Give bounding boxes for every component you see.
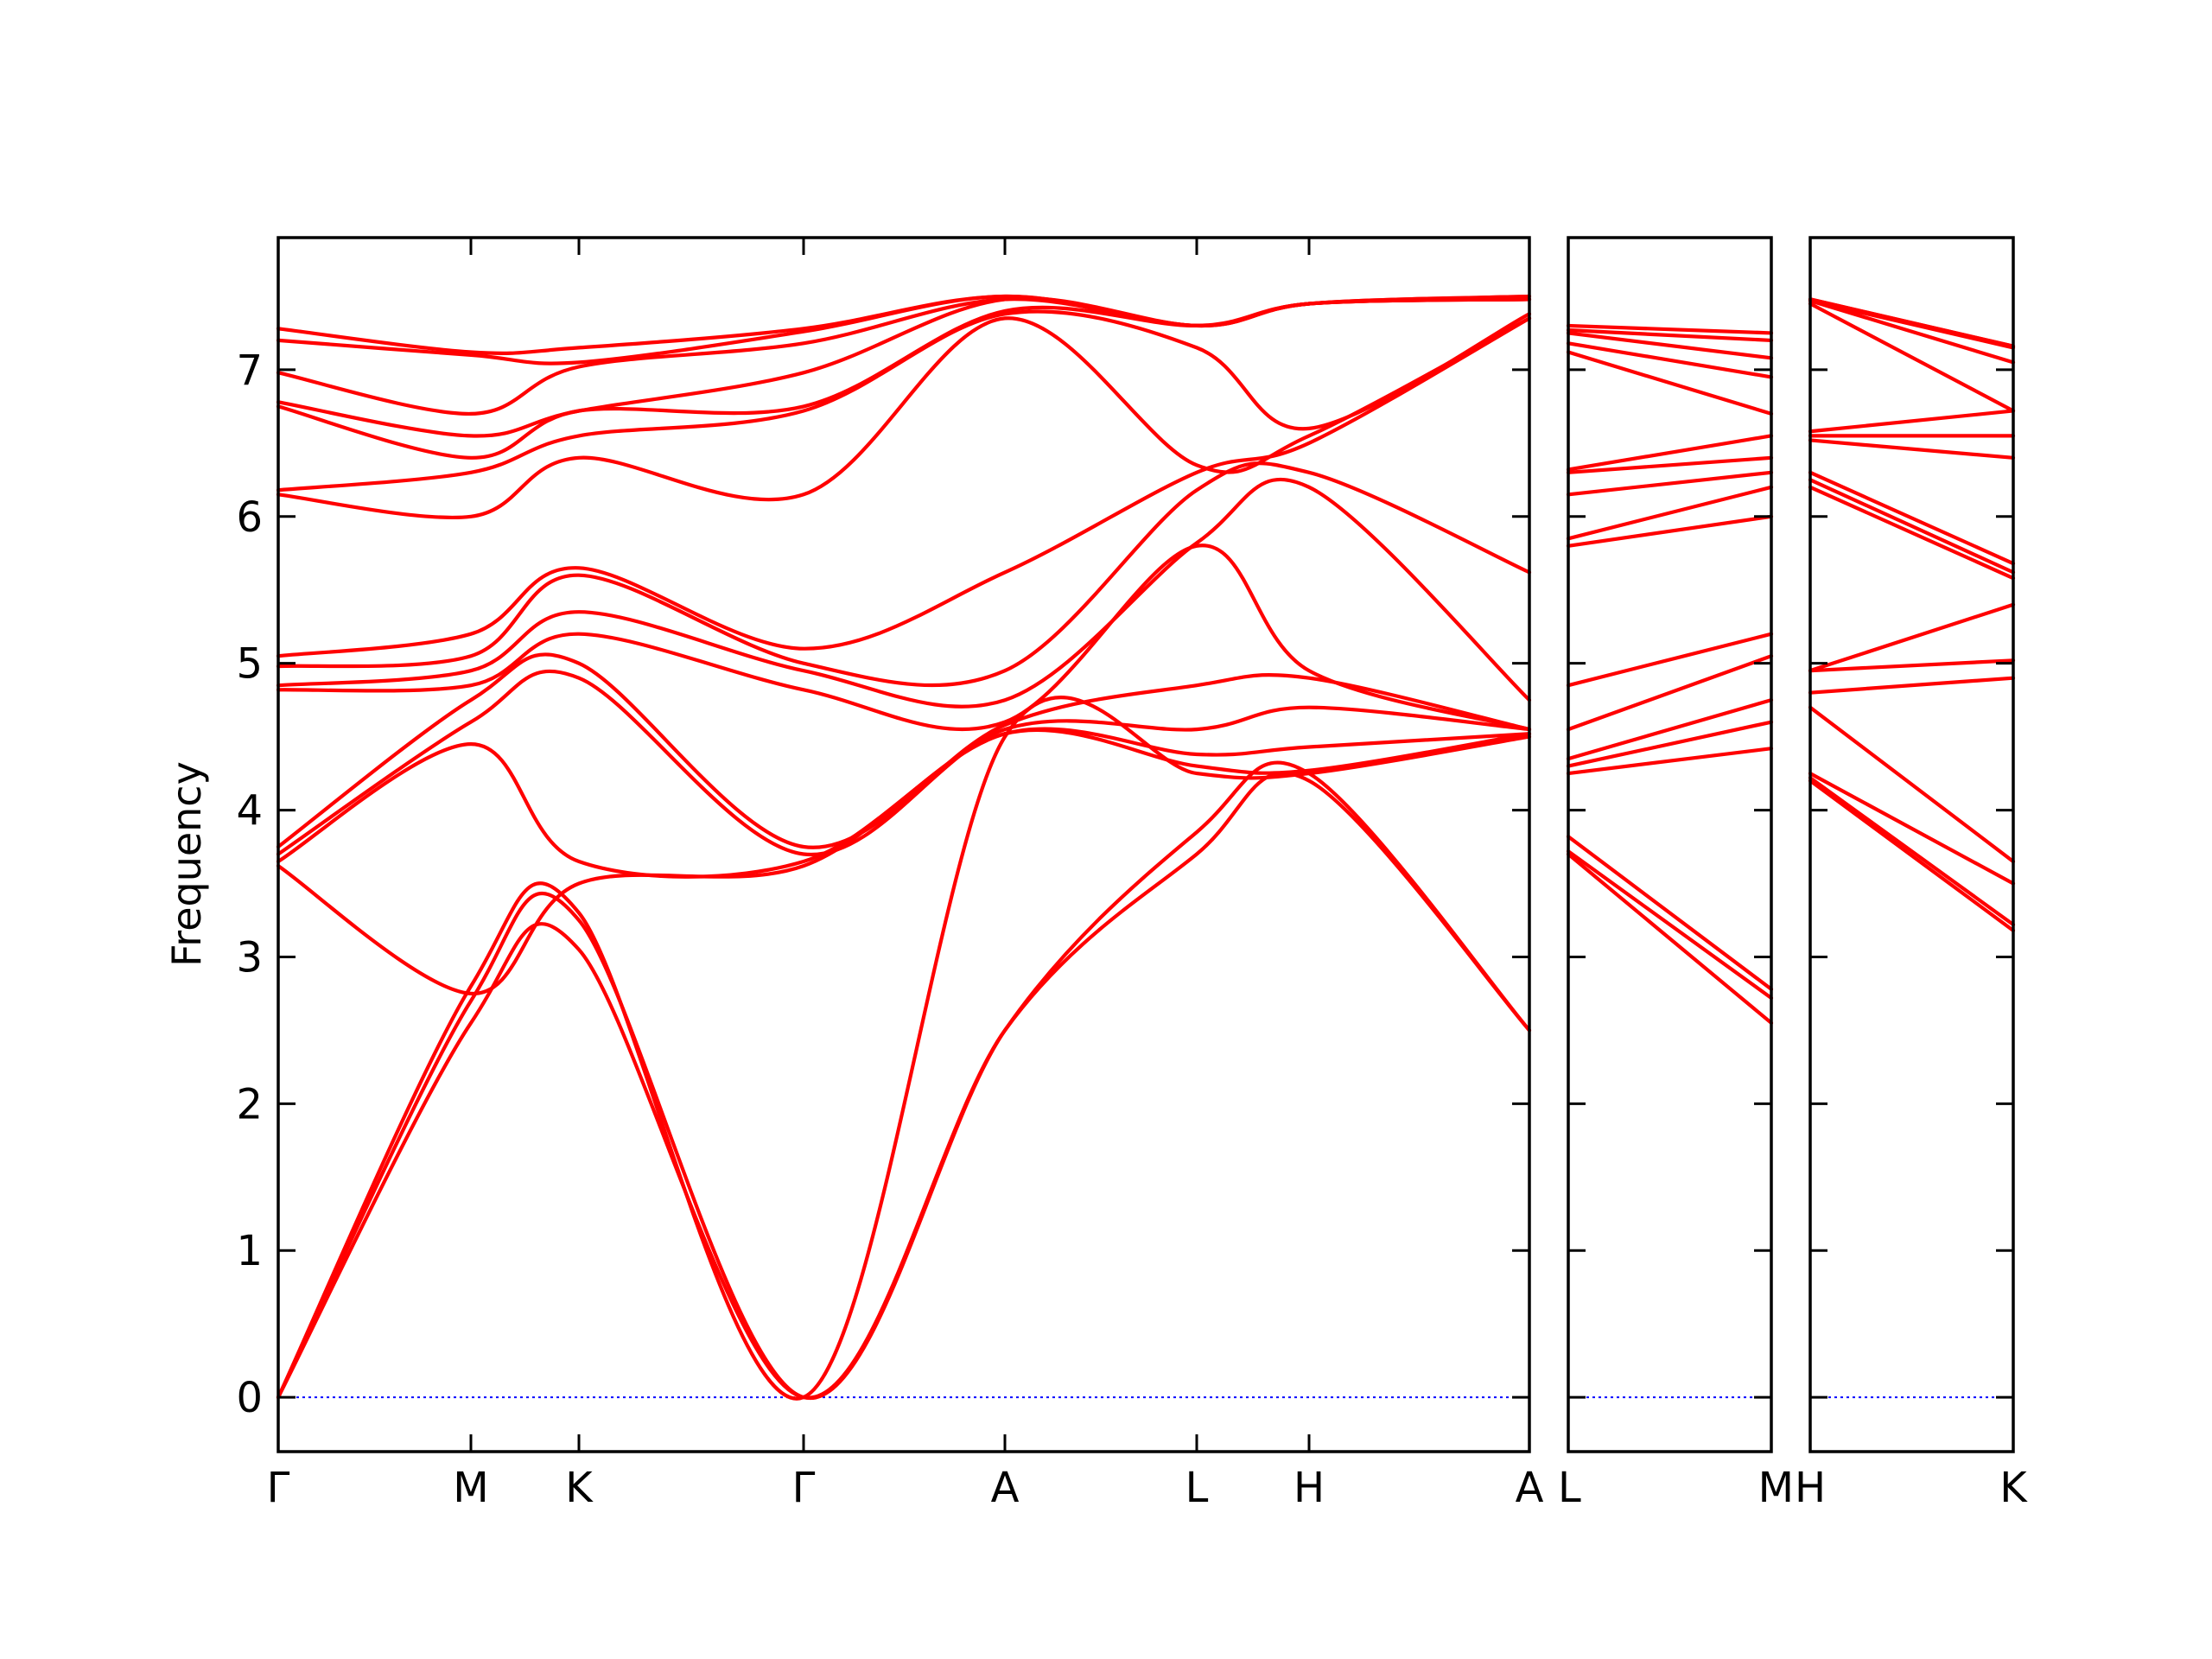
band-7 (1566, 654, 1774, 732)
band-8 (1808, 485, 2016, 581)
band-11 (276, 316, 1532, 658)
x-tick-label: Γ (267, 1464, 290, 1512)
band-14 (1808, 302, 2016, 413)
band-12 (1566, 455, 1774, 474)
band-13 (1808, 409, 2016, 434)
band-lines (1566, 323, 1774, 1026)
y-tick-label: 2 (236, 1080, 263, 1128)
band-15 (1808, 298, 2016, 365)
band-10 (1566, 485, 1774, 541)
band-14 (1566, 350, 1774, 416)
band-18 (1566, 323, 1774, 335)
x-tick-label: L (1558, 1464, 1581, 1512)
x-tick-label: K (1999, 1464, 2028, 1512)
band-1 (1566, 852, 1774, 1026)
band-7 (1808, 602, 2016, 673)
x-tick-label: A (1516, 1464, 1544, 1512)
band-1 (276, 771, 1532, 1400)
band-15 (1566, 341, 1774, 379)
x-tick-label: A (991, 1464, 1020, 1512)
band-17 (1566, 327, 1774, 343)
band-9 (1808, 478, 2016, 575)
band-2 (276, 760, 1532, 1401)
band-5 (1566, 720, 1774, 768)
band-11 (1808, 438, 2016, 460)
band-4 (1808, 705, 2016, 864)
y-tick-label: 4 (236, 787, 263, 836)
y-tick-label: 7 (236, 346, 263, 395)
band-13 (1566, 434, 1774, 472)
band-9 (276, 477, 1532, 709)
y-tick-label: 0 (236, 1374, 263, 1422)
band-4 (1566, 747, 1774, 776)
y-tick-label: 1 (236, 1227, 263, 1275)
band-16 (1566, 331, 1774, 360)
band-3 (1566, 835, 1774, 991)
band-2 (1808, 776, 2016, 927)
panel-frame (1567, 236, 1773, 1453)
band-18 (1808, 297, 2016, 348)
panel-frame (276, 236, 1531, 1453)
band-lines (1808, 297, 2016, 932)
y-tick-label: 3 (236, 933, 263, 982)
x-tick-label: K (565, 1464, 594, 1512)
x-tick-label: L (1185, 1464, 1209, 1512)
band-6 (1808, 658, 2016, 673)
y-axis-label: Frequency (163, 761, 210, 967)
band-11 (1566, 470, 1774, 497)
band-10 (1808, 470, 2016, 566)
band-1 (1808, 779, 2016, 932)
x-tick-label: H (1795, 1464, 1826, 1512)
band-8 (1566, 632, 1774, 688)
band-12 (276, 316, 1532, 520)
x-tick-label: M (453, 1464, 488, 1512)
x-tick-label: Γ (792, 1464, 816, 1512)
y-tick-label: 5 (236, 640, 263, 689)
panel-frame (1808, 236, 2015, 1453)
band-10 (276, 461, 1532, 688)
panel-1: 0 1 2 3 4 5 6 7 Γ M K Γ A L H A (236, 236, 1544, 1512)
band-2 (1566, 849, 1774, 1001)
band-7 (276, 652, 1532, 849)
band-lines (276, 294, 1532, 1401)
x-tick-label: H (1294, 1464, 1325, 1512)
band-5 (1808, 676, 2016, 695)
band-8 (276, 543, 1532, 732)
band-9 (1566, 514, 1774, 548)
band-5 (276, 727, 1532, 879)
band-3 (1808, 772, 2016, 886)
x-tick-label: M (1758, 1464, 1794, 1512)
y-tick-label: 6 (236, 493, 263, 542)
band-18 (276, 294, 1532, 355)
band-6 (1566, 698, 1774, 761)
band-3 (276, 696, 1532, 1401)
band-6 (276, 669, 1532, 857)
